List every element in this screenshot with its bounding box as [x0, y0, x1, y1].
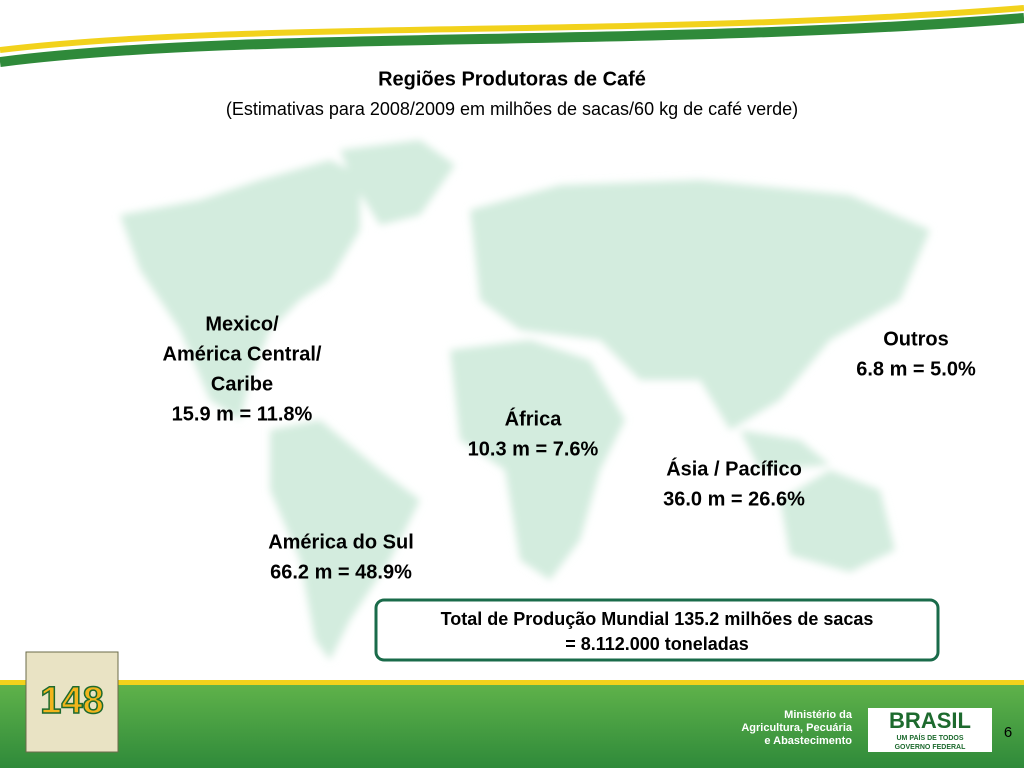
region-label: 15.9 m = 11.8% [172, 403, 313, 425]
top-swoosh-yellow [0, 5, 1024, 53]
total-box [374, 598, 940, 662]
brand-sub: GOVERNO FEDERAL [895, 744, 967, 751]
region-label: 36.0 m = 26.6% [663, 488, 805, 510]
world-map [120, 140, 930, 660]
top-band [0, 0, 1024, 60]
subtitle: (Estimativas para 2008/2009 em milhões d… [226, 99, 798, 119]
brand-sub: UM PAÍS DE TODOS [896, 733, 963, 742]
total-line: = 8.112.000 toneladas [565, 634, 749, 654]
region-label: América do Sul [268, 531, 414, 553]
top-swoosh-green [0, 13, 1024, 67]
footer-band [0, 685, 1024, 768]
region-label: 10.3 m = 7.6% [468, 438, 599, 460]
title: Regiões Produtoras de Café [378, 68, 646, 90]
region-label: África [505, 407, 563, 430]
region-label: Outros [883, 328, 949, 350]
footer-stripe [0, 680, 1024, 685]
region-label: Caribe [211, 373, 273, 395]
brand-box [868, 708, 992, 752]
logo-frame [25, 651, 119, 753]
ministry: Agricultura, Pecuária [741, 722, 853, 734]
region-label: Mexico/ [205, 313, 279, 335]
region-label: Ásia / Pacífico [666, 457, 802, 480]
page-number: 6 [1004, 724, 1012, 741]
total-line: Total de Produção Mundial 135.2 milhões … [441, 609, 874, 629]
ministry: Ministério da [784, 709, 853, 721]
region-labels: Mexico/América Central/Caribe 15.9 m = 11… [163, 313, 976, 583]
brand: BRASIL [889, 708, 971, 733]
region-label: América Central/ [163, 343, 322, 365]
logo-number: 148 [40, 680, 103, 722]
ministry: e Abastecimento [764, 735, 852, 747]
region-label: 66.2 m = 48.9% [270, 561, 412, 583]
region-label: 6.8 m = 5.0% [856, 358, 976, 380]
